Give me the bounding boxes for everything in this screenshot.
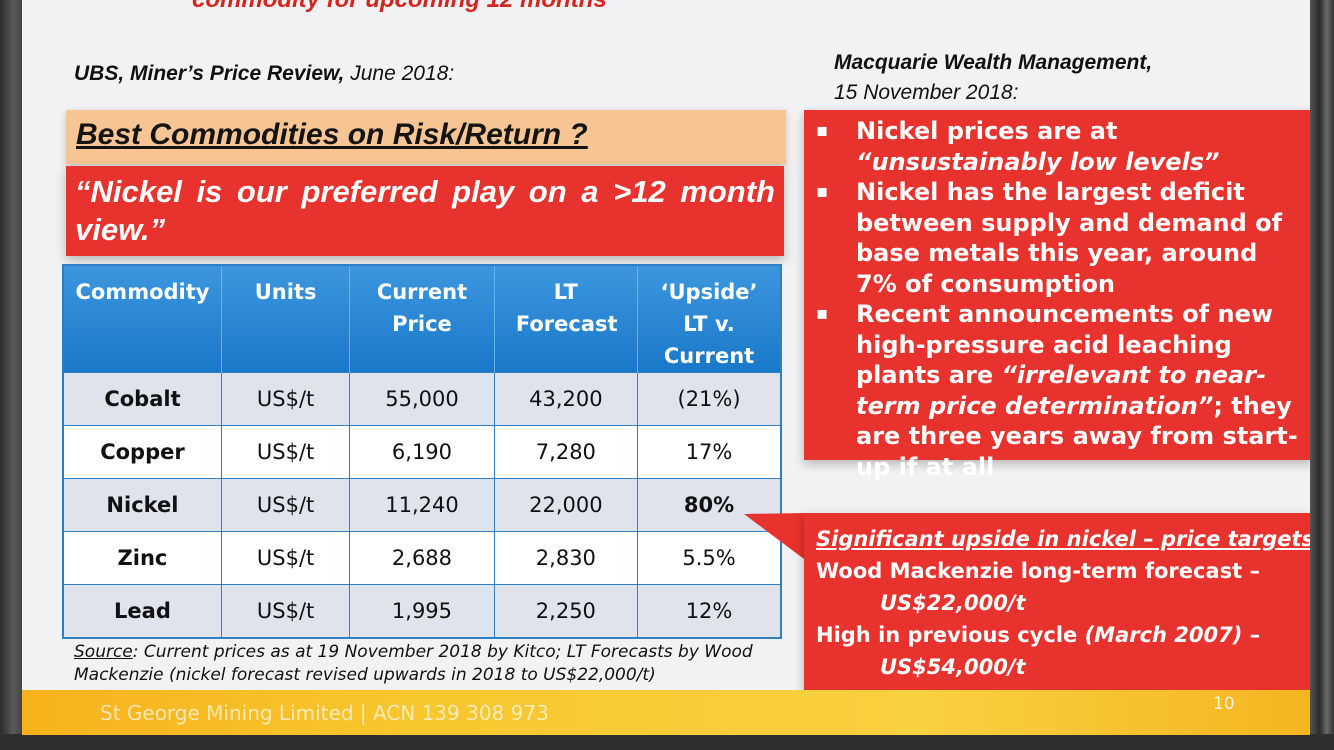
nickel-quote: “Nickel is our preferred play on a >12 m… (75, 174, 775, 247)
bullet-emphasis: “irrelevant to near-term price determina… (856, 361, 1267, 420)
table-row: Copper US$/t 6,190 7,280 17% (62, 425, 782, 479)
cell-upside: 17% (637, 425, 782, 479)
previous-high-date: (March 2007) (1084, 623, 1243, 647)
previous-high-label: High in previous cycle (March 2007) – (816, 619, 1260, 651)
cell-upside: (21%) (637, 372, 782, 426)
slide-title-cut: commodity for upcoming 12 months (192, 0, 607, 14)
bullet-icon: ▪ (816, 303, 829, 324)
header-lt-forecast: LT Forecast (494, 265, 639, 373)
cell-units: US$/t (220, 584, 351, 639)
bullet-icon: ▪ (816, 120, 829, 141)
cell-current-price: 55,000 (349, 372, 495, 426)
table-header-row: Commodity Units Current Price LT Forecas… (63, 265, 781, 373)
header-current-price-text: Current Price (376, 280, 468, 336)
cell-commodity: Cobalt (62, 372, 222, 426)
header-current-price: Current Price (349, 265, 495, 373)
ubs-source: UBS, Miner’s Price Review, (74, 62, 345, 85)
source-note: Source: Current prices as at 19 November… (74, 641, 764, 687)
table-row: Zinc US$/t 2,688 2,830 5.5% (62, 531, 782, 585)
source-label: Source (74, 642, 133, 662)
price-targets-heading: Significant upside in nickel – price tar… (816, 527, 1310, 551)
cell-current-price: 6,190 (349, 425, 495, 479)
previous-high-text: High in previous cycle (816, 623, 1085, 647)
cell-units: US$/t (220, 372, 351, 426)
cell-units: US$/t (220, 478, 351, 532)
macquarie-box: ▪ Nickel prices are at “unsustainably lo… (804, 110, 1310, 481)
previous-high-value: US$54,000/t (880, 655, 1026, 679)
cell-upside: 5.5% (637, 531, 782, 585)
best-commodities-title: Best Commodities on Risk/Return ? (76, 118, 588, 151)
list-item: ▪ Recent announcements of new high-press… (804, 299, 1300, 482)
header-upside: ‘Upside’ LT v. Current (637, 265, 781, 373)
source-text: : Current prices as at 19 November 2018 … (74, 642, 753, 685)
cell-current-price: 11,240 (349, 478, 495, 532)
price-targets-box: Significant upside in nickel – price tar… (804, 513, 1310, 691)
header-commodity: Commodity (63, 265, 222, 373)
woodmac-forecast-value: US$22,000/t (880, 591, 1026, 615)
table-row: Nickel US$/t 11,240 22,000 80% (62, 478, 782, 532)
ubs-date: June 2018: (344, 62, 455, 85)
cell-upside: 12% (637, 584, 782, 639)
cell-current-price: 1,995 (349, 584, 495, 639)
cell-units: US$/t (220, 425, 351, 479)
background-left (0, 0, 22, 750)
nickel-quote-banner: “Nickel is our preferred play on a >12 m… (66, 166, 784, 256)
commodity-table: Commodity Units Current Price LT Forecas… (62, 264, 782, 639)
footer-bar: St George Mining Limited | ACN 139 308 9… (22, 690, 1310, 735)
bullet-text: Nickel has the largest deficit between s… (856, 178, 1283, 298)
cell-lt-forecast: 7,280 (493, 425, 639, 479)
macquarie-heading: Macquarie Wealth Management, 15 November… (834, 48, 1152, 108)
macquarie-title: Macquarie Wealth Management, (834, 51, 1153, 74)
table-row: Lead US$/t 1,995 2,250 12% (62, 584, 782, 639)
page-number: 10 (1213, 694, 1235, 714)
cell-commodity: Nickel (62, 478, 222, 532)
callout-arrow-icon (744, 513, 804, 559)
cell-current-price: 2,688 (349, 531, 495, 585)
macquarie-bullets: ▪ Nickel prices are at “unsustainably lo… (804, 110, 1310, 482)
cell-lt-forecast: 43,200 (493, 372, 639, 426)
previous-high-dash: – (1242, 623, 1261, 647)
cell-lt-forecast: 2,250 (493, 584, 639, 639)
header-upside-text: ‘Upside’ LT v. Current (660, 280, 758, 368)
list-item: ▪ Nickel prices are at “unsustainably lo… (804, 116, 1300, 177)
header-lt-forecast-text: LT Forecast (515, 280, 618, 336)
bullet-text: Nickel prices are at (856, 117, 1118, 145)
slide: commodity for upcoming 12 months UBS, Mi… (22, 0, 1310, 735)
cell-lt-forecast: 2,830 (493, 531, 639, 585)
best-commodities-banner: Best Commodities on Risk/Return ? (66, 110, 786, 164)
cell-commodity: Copper (62, 425, 222, 479)
cell-lt-forecast: 22,000 (493, 478, 639, 532)
cell-commodity: Zinc (62, 531, 222, 585)
background-right (1310, 0, 1334, 750)
footer-company: St George Mining Limited | ACN 139 308 9… (100, 701, 549, 725)
table-row: Cobalt US$/t 55,000 43,200 (21%) (62, 372, 782, 426)
bullet-text-end: ; they are three years away from start-u… (856, 391, 1298, 481)
header-units: Units (221, 265, 351, 373)
background-bottom (0, 734, 1334, 750)
list-item: ▪ Nickel has the largest deficit between… (804, 177, 1300, 299)
macquarie-date: 15 November 2018: (834, 81, 1019, 104)
ubs-heading: UBS, Miner’s Price Review, June 2018: (74, 62, 454, 86)
bullet-icon: ▪ (816, 181, 829, 202)
cell-commodity: Lead (62, 584, 222, 639)
cell-upside: 80% (637, 478, 782, 532)
cell-units: US$/t (220, 531, 351, 585)
bullet-emphasis: “unsustainably low levels” (856, 147, 1220, 176)
bullet-text: Recent announcements of new high-pressur… (856, 300, 1274, 389)
woodmac-forecast-label: Wood Mackenzie long-term forecast – (816, 559, 1260, 583)
